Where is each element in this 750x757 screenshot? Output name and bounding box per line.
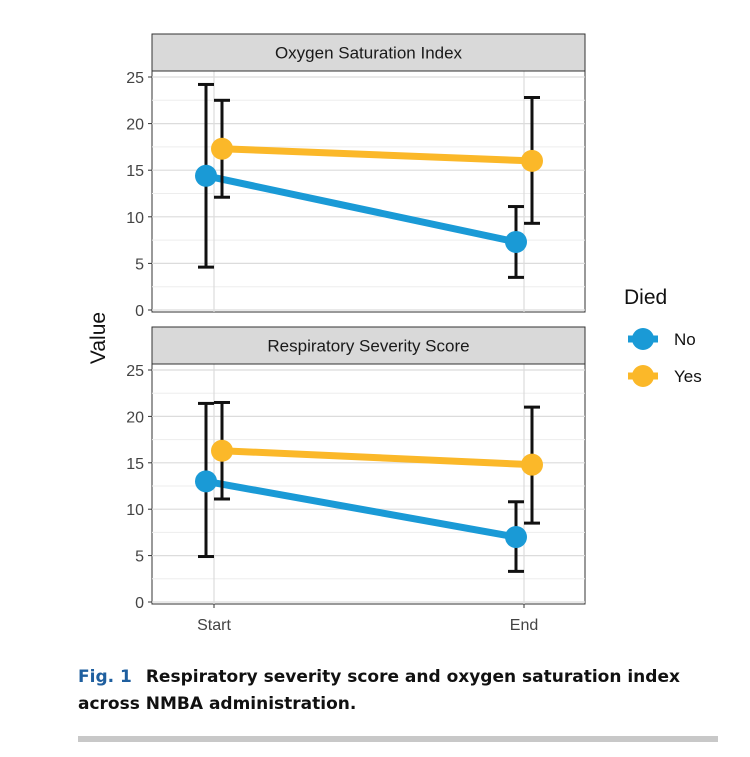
figure: Oxygen Saturation Index 0 5 10 15 20 25 Respira… — [87, 33, 702, 634]
data-point-yes — [211, 137, 233, 160]
x-tick-label: End — [510, 617, 538, 634]
legend-key-point — [632, 328, 654, 350]
series-line-no — [202, 172, 520, 246]
caption-label: Fig. 1 — [78, 667, 132, 687]
series-line-yes — [218, 145, 536, 165]
y-tick-label: 10 — [126, 210, 144, 227]
legend-label: No — [674, 330, 696, 349]
y-tick-label: 10 — [126, 502, 144, 519]
figure-caption: Fig. 1 Respiratory severity score and oxy… — [78, 664, 728, 718]
series-line-yes — [218, 447, 536, 469]
data-point-no — [195, 164, 217, 187]
panel-title: Oxygen Saturation Index — [275, 44, 463, 63]
panel-strip — [151, 33, 586, 72]
data-point-yes — [521, 453, 543, 476]
y-tick-label: 15 — [126, 163, 144, 180]
legend-title: Died — [624, 286, 667, 309]
data-point-no — [505, 526, 527, 549]
legend-label: Yes — [674, 367, 702, 386]
y-tick-label: 0 — [135, 595, 144, 612]
panel-strip — [151, 326, 586, 365]
caption-divider — [78, 736, 718, 742]
y-tick-label: 15 — [126, 456, 144, 473]
y-tick-label: 5 — [135, 256, 144, 273]
data-point-yes — [521, 149, 543, 172]
y-axis-label: Value — [87, 312, 110, 364]
panel-title: Respiratory Severity Score — [267, 337, 469, 356]
series-line-no — [202, 477, 520, 541]
legend-key-point — [632, 365, 654, 387]
y-tick-label: 25 — [126, 363, 144, 380]
data-point-no — [505, 230, 527, 253]
y-tick-label: 25 — [126, 70, 144, 87]
chart: Oxygen Saturation Index 0 5 10 15 20 25 Respira… — [87, 33, 702, 634]
y-tick-label: 0 — [135, 303, 144, 320]
y-tick-label: 5 — [135, 549, 144, 566]
panel-background — [151, 70, 586, 313]
y-tick-label: 20 — [126, 409, 144, 426]
x-tick-label: Start — [197, 617, 231, 634]
data-point-yes — [211, 439, 233, 462]
data-point-no — [195, 470, 217, 493]
caption-text: Respiratory severity score and oxygen sa… — [78, 667, 680, 714]
y-tick-label: 20 — [126, 117, 144, 134]
